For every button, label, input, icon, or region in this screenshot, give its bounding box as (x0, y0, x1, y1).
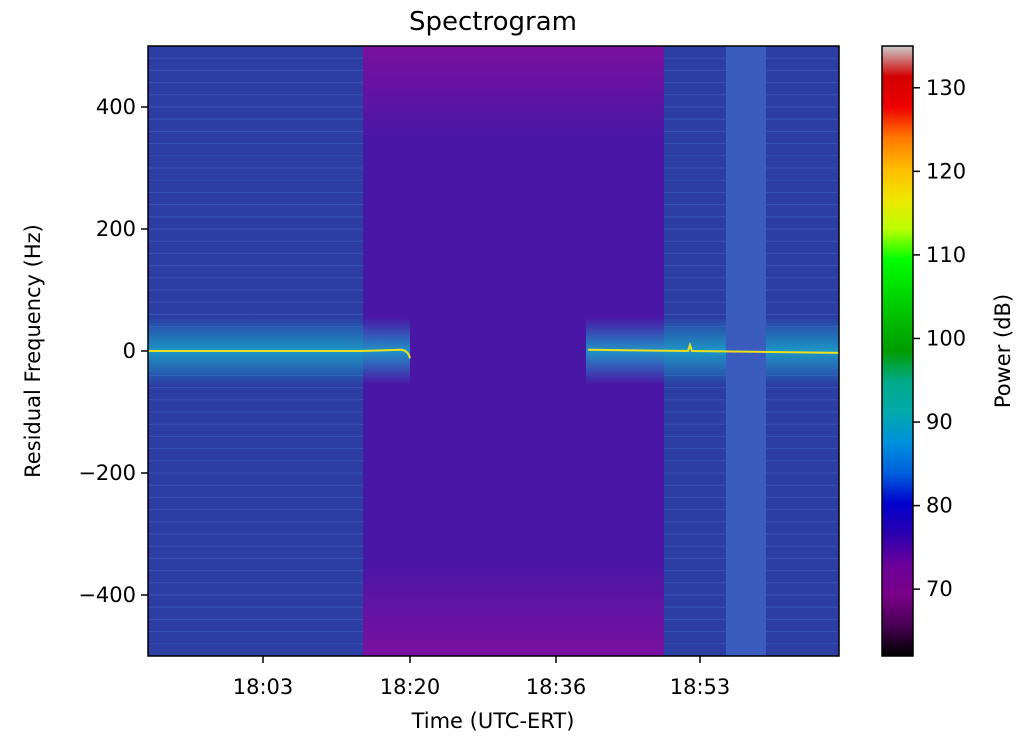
colorbar-ticks: 70 80 90 100 110 120 130 (913, 76, 966, 601)
colorbar: 70 80 90 100 110 120 130 (881, 45, 966, 657)
x-tick-label: 18:53 (670, 675, 731, 699)
y-tick-label: −200 (78, 461, 136, 485)
y-tick-label: 200 (96, 217, 136, 241)
y-axis-ticks: 400 200 0 −200 −400 (78, 95, 148, 607)
y-axis-label: Residual Frequency (Hz) (21, 224, 45, 478)
y-tick-label: 400 (96, 95, 136, 119)
chart-title: Spectrogram (409, 7, 577, 37)
carrier-line (587, 341, 840, 354)
colorbar-tick-label: 110 (926, 243, 966, 267)
x-axis-label: Time (UTC-ERT) (411, 709, 575, 733)
y-tick-label: −400 (78, 583, 136, 607)
plot-area (147, 45, 840, 657)
colorbar-tick-label: 120 (926, 159, 966, 183)
colorbar-tick-label: 90 (926, 410, 953, 434)
colorbar-tick-label: 100 (926, 326, 966, 350)
colorbar-tick-label: 70 (926, 577, 953, 601)
y-tick-label: 0 (123, 339, 136, 363)
carrier-line (148, 348, 411, 359)
x-tick-label: 18:03 (233, 675, 294, 699)
x-tick-label: 18:20 (380, 675, 441, 699)
carrier-band (766, 317, 839, 385)
x-axis-ticks: 18:03 18:20 18:36 18:53 (233, 656, 731, 699)
x-tick-label: 18:36 (526, 675, 587, 699)
carrier-signal (148, 317, 840, 385)
colorbar-tick-label: 80 (926, 494, 953, 518)
spectral-lines (148, 57, 839, 645)
colorbar-tick-label: 130 (926, 76, 966, 100)
colorbar-label: Power (dB) (991, 294, 1015, 408)
colorbar-bar (881, 45, 914, 657)
